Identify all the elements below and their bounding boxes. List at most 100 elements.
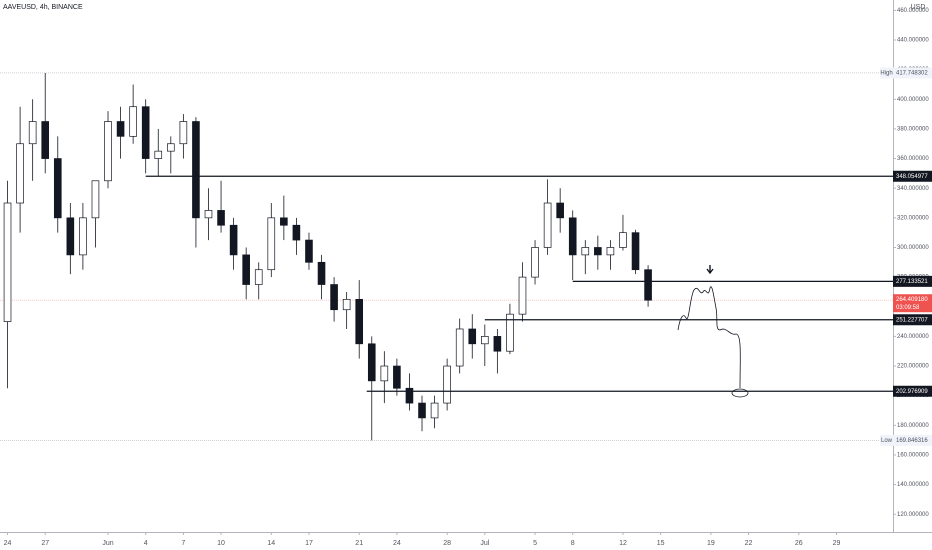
candle-body bbox=[380, 365, 389, 382]
low-name-box bbox=[880, 434, 893, 446]
time-tick-label: 26 bbox=[795, 540, 803, 547]
candle-body bbox=[443, 365, 451, 404]
current-price-box bbox=[893, 294, 932, 313]
high-price-box bbox=[893, 67, 932, 79]
candle-body bbox=[179, 121, 188, 145]
candle-body bbox=[543, 202, 552, 248]
time-tick-label: 10 bbox=[217, 540, 225, 547]
candle-body bbox=[506, 313, 514, 352]
candle-body bbox=[167, 143, 175, 152]
time-tick-label: 28 bbox=[443, 540, 451, 547]
candle-body bbox=[531, 247, 539, 278]
time-tick-label: 17 bbox=[305, 540, 313, 547]
candle-body bbox=[355, 298, 364, 345]
low-price-label: 169.846316 bbox=[896, 438, 928, 444]
low-name: Low bbox=[881, 438, 893, 444]
candle-body bbox=[305, 239, 313, 263]
chart-title: AAVEUSD, 4h, BINANCE bbox=[3, 4, 83, 11]
candle-body bbox=[518, 276, 527, 315]
level-price-box bbox=[893, 385, 932, 397]
candle-body bbox=[418, 402, 426, 419]
candle-body bbox=[430, 402, 439, 419]
candle-body bbox=[242, 254, 250, 285]
candle-body bbox=[405, 387, 414, 404]
candle-body bbox=[581, 247, 590, 256]
candle-body bbox=[91, 180, 100, 219]
candle-body bbox=[342, 298, 351, 311]
high-name-box bbox=[880, 67, 893, 79]
candle-body bbox=[53, 158, 62, 219]
candle-body bbox=[468, 328, 477, 345]
time-tick-label: 7 bbox=[181, 540, 185, 547]
level-price-label: 348.054977 bbox=[896, 174, 928, 180]
current-price-label: 264.409180 bbox=[896, 297, 928, 303]
candle-body bbox=[16, 143, 24, 204]
candle-body bbox=[79, 217, 87, 256]
price-tick-label: 300.000000 bbox=[897, 245, 929, 251]
countdown-label: 03:09:58 bbox=[896, 305, 920, 311]
candle-body bbox=[229, 224, 238, 256]
candle-body bbox=[192, 121, 200, 219]
candle-body bbox=[393, 365, 401, 389]
candle-body bbox=[217, 210, 225, 226]
price-tick-label: 140.000000 bbox=[897, 482, 929, 488]
time-tick-label: 5 bbox=[533, 540, 537, 547]
price-tick-label: 380.000000 bbox=[897, 127, 929, 133]
candle-body bbox=[455, 328, 464, 367]
plot bbox=[0, 72, 893, 441]
time-tick-label: Jun bbox=[102, 540, 113, 547]
candle-body bbox=[493, 336, 502, 352]
candle-body bbox=[280, 217, 288, 226]
price-tick-label: 160.000000 bbox=[897, 453, 929, 459]
candle-body bbox=[28, 121, 37, 145]
time-tick-label: 24 bbox=[4, 540, 12, 547]
arrow-icon bbox=[706, 265, 714, 275]
candle-body bbox=[66, 217, 75, 256]
candle-body bbox=[254, 269, 263, 285]
currency-label: USD bbox=[911, 4, 926, 11]
price-tick-label: 460.000000 bbox=[897, 8, 929, 14]
price-tick-label: 400.000000 bbox=[897, 97, 929, 103]
candle-body bbox=[141, 106, 150, 159]
time-tick-label: 21 bbox=[355, 540, 363, 547]
candle-body bbox=[644, 269, 652, 301]
price-tick-label: 120.000000 bbox=[897, 512, 929, 518]
price-tick-label: 440.000000 bbox=[897, 38, 929, 44]
candle-body bbox=[556, 202, 564, 219]
candle-body bbox=[3, 202, 12, 322]
time-tick-label: 29 bbox=[833, 540, 841, 547]
high-price-label: 417.748302 bbox=[896, 71, 928, 77]
time-tick-label: 24 bbox=[393, 540, 401, 547]
level-price-box bbox=[893, 314, 932, 326]
price-tick-label: 320.000000 bbox=[897, 215, 929, 221]
level-price-label: 202.976909 bbox=[896, 389, 928, 395]
time-tick-label: 27 bbox=[41, 540, 49, 547]
target-circle bbox=[731, 388, 749, 398]
candle-body bbox=[619, 232, 627, 248]
candle-body bbox=[204, 210, 213, 219]
time-tick-label: 19 bbox=[707, 540, 715, 547]
time-tick-label: 15 bbox=[657, 540, 665, 547]
candle-body bbox=[116, 121, 125, 137]
high-name: High bbox=[880, 71, 892, 77]
price-tick-label: 340.000000 bbox=[897, 186, 929, 192]
low-price-box bbox=[893, 434, 932, 446]
time-tick-label: 8 bbox=[571, 540, 575, 547]
level-price-label: 277.133521 bbox=[896, 279, 928, 285]
candle-body bbox=[292, 224, 301, 241]
candle-body bbox=[568, 217, 577, 256]
candle-body bbox=[129, 106, 137, 137]
price-tick-label: 240.000000 bbox=[897, 334, 929, 340]
candle-body bbox=[154, 150, 163, 159]
price-tick-label: 180.000000 bbox=[897, 423, 929, 429]
candle-body bbox=[481, 336, 489, 345]
candle-body bbox=[104, 121, 112, 182]
price-tick-label: 360.000000 bbox=[897, 156, 929, 162]
candle-body bbox=[367, 343, 376, 382]
level-price-box bbox=[893, 170, 932, 182]
candle-body bbox=[330, 284, 338, 311]
price-tick-label: 220.000000 bbox=[897, 364, 929, 370]
